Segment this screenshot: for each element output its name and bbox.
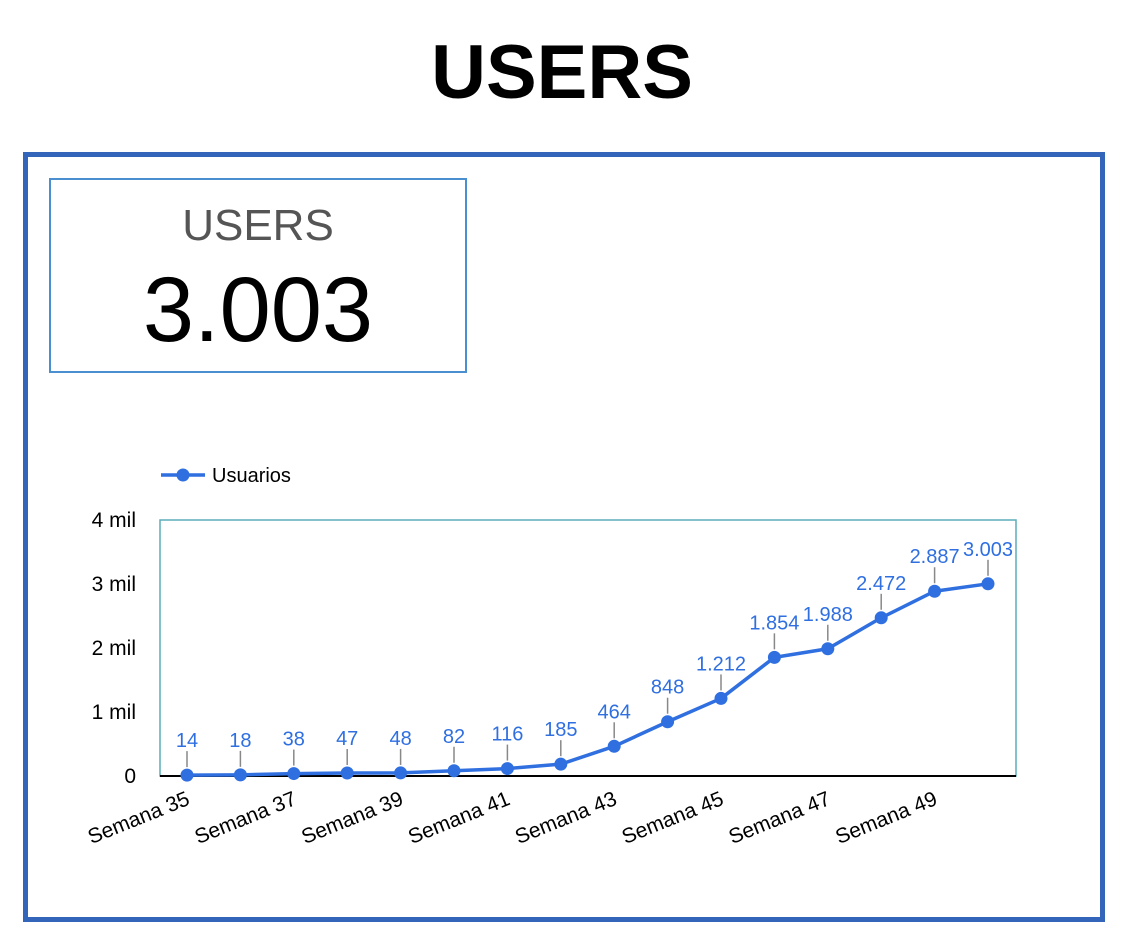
data-point bbox=[981, 577, 995, 591]
data-point bbox=[500, 762, 514, 776]
scorecard-value: 3.003 bbox=[142, 259, 374, 361]
x-tick-label: Semana 47 bbox=[725, 787, 833, 849]
series-line-usuarios bbox=[186, 582, 989, 777]
page-title: USERS bbox=[431, 30, 693, 115]
data-label: 18 bbox=[229, 730, 251, 752]
data-point bbox=[714, 691, 728, 705]
legend-label: Usuarios bbox=[212, 465, 291, 487]
data-point bbox=[233, 768, 247, 782]
data-point bbox=[874, 611, 888, 625]
data-label: 14 bbox=[176, 730, 198, 752]
x-tick-label: Semana 43 bbox=[512, 787, 620, 849]
data-point bbox=[394, 766, 408, 780]
data-label: 464 bbox=[598, 701, 631, 723]
data-label: 1.854 bbox=[749, 612, 799, 634]
data-label: 848 bbox=[651, 677, 684, 699]
data-label: 1.212 bbox=[696, 653, 746, 675]
data-point bbox=[767, 650, 781, 664]
data-label: 38 bbox=[283, 729, 305, 751]
x-tick-label: Semana 49 bbox=[832, 787, 940, 849]
data-label: 82 bbox=[443, 726, 465, 748]
data-point bbox=[340, 766, 354, 780]
data-label: 48 bbox=[389, 728, 411, 750]
y-tick-label: 3 mil bbox=[92, 573, 136, 596]
users-scorecard: USERS 3.003 bbox=[49, 178, 467, 373]
y-tick-label: 1 mil bbox=[92, 701, 136, 724]
data-point bbox=[607, 739, 621, 753]
x-tick-label: Semana 41 bbox=[405, 787, 513, 849]
data-point bbox=[554, 757, 568, 771]
data-label: 3.003 bbox=[963, 539, 1013, 561]
data-label: 185 bbox=[544, 719, 577, 741]
data-label: 2.887 bbox=[910, 546, 960, 568]
data-point bbox=[928, 584, 942, 598]
data-label: 47 bbox=[336, 728, 358, 750]
data-point bbox=[180, 768, 194, 782]
data-label: 1.988 bbox=[803, 604, 853, 626]
data-point bbox=[661, 715, 675, 729]
y-tick-label: 0 bbox=[124, 765, 136, 788]
x-tick-label: Semana 35 bbox=[85, 787, 193, 849]
y-tick-label: 2 mil bbox=[92, 637, 136, 660]
x-tick-label: Semana 45 bbox=[619, 787, 727, 849]
data-point bbox=[821, 642, 835, 656]
y-tick-label: 4 mil bbox=[92, 509, 136, 532]
x-tick-label: Semana 39 bbox=[298, 787, 406, 849]
data-label: 116 bbox=[491, 724, 523, 746]
data-point bbox=[287, 767, 301, 781]
scorecard-label: USERS bbox=[182, 201, 334, 250]
legend-marker bbox=[176, 468, 190, 482]
data-point bbox=[447, 764, 461, 778]
data-label: 2.472 bbox=[856, 573, 906, 595]
x-tick-label: Semana 37 bbox=[191, 787, 299, 849]
report-frame bbox=[23, 152, 1105, 922]
